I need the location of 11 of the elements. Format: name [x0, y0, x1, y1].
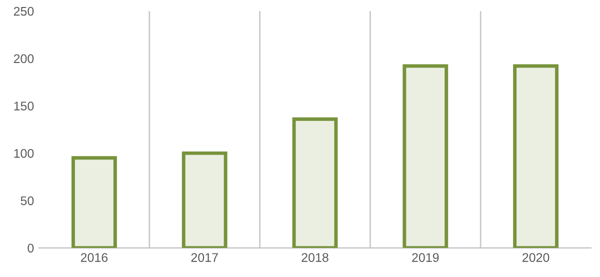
x-tick-label: 2016	[80, 253, 108, 262]
x-tick-label: 2019	[412, 253, 439, 262]
x-tick-label: 2017	[191, 253, 218, 262]
y-tick-label: 0	[28, 244, 34, 253]
y-tick-label: 150	[14, 102, 34, 110]
y-tick-label: 50	[20, 196, 34, 206]
y-tick-label: 250	[14, 6, 34, 16]
x-tick-label: 2018	[302, 253, 328, 262]
x-tick-label: 2020	[522, 253, 550, 262]
y-tick-label: 200	[14, 54, 34, 64]
y-tick-label: 100	[14, 148, 34, 158]
